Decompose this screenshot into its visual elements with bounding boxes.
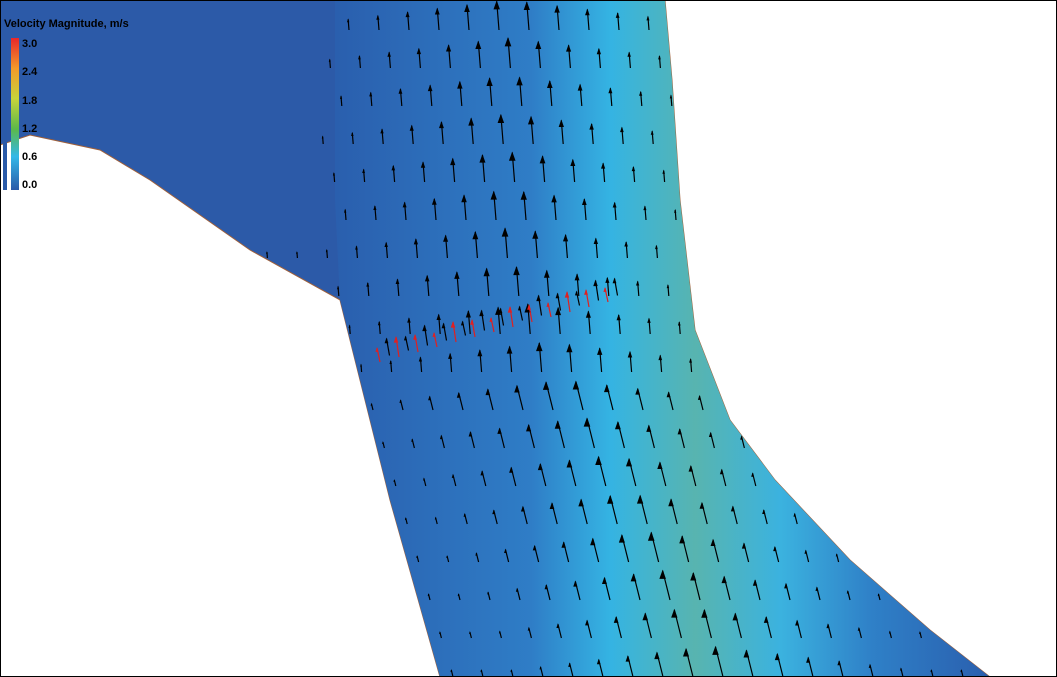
legend-tick: 3.0 <box>22 38 37 50</box>
color-bar <box>11 38 19 190</box>
viewport: Velocity Magnitude, m/s 3.0 2.4 1.8 1.2 … <box>0 0 1057 677</box>
legend-tick: 2.4 <box>22 66 38 78</box>
legend-tick: 1.8 <box>22 95 37 107</box>
legend-tick: 0.0 <box>22 179 37 191</box>
legend-tick: 1.2 <box>22 123 37 135</box>
legend-tick: 0.6 <box>22 151 37 163</box>
legend-edge <box>3 40 7 190</box>
legend-title: Velocity Magnitude, m/s <box>4 18 129 30</box>
flow-view: Velocity Magnitude, m/s 3.0 2.4 1.8 1.2 … <box>0 0 1057 677</box>
